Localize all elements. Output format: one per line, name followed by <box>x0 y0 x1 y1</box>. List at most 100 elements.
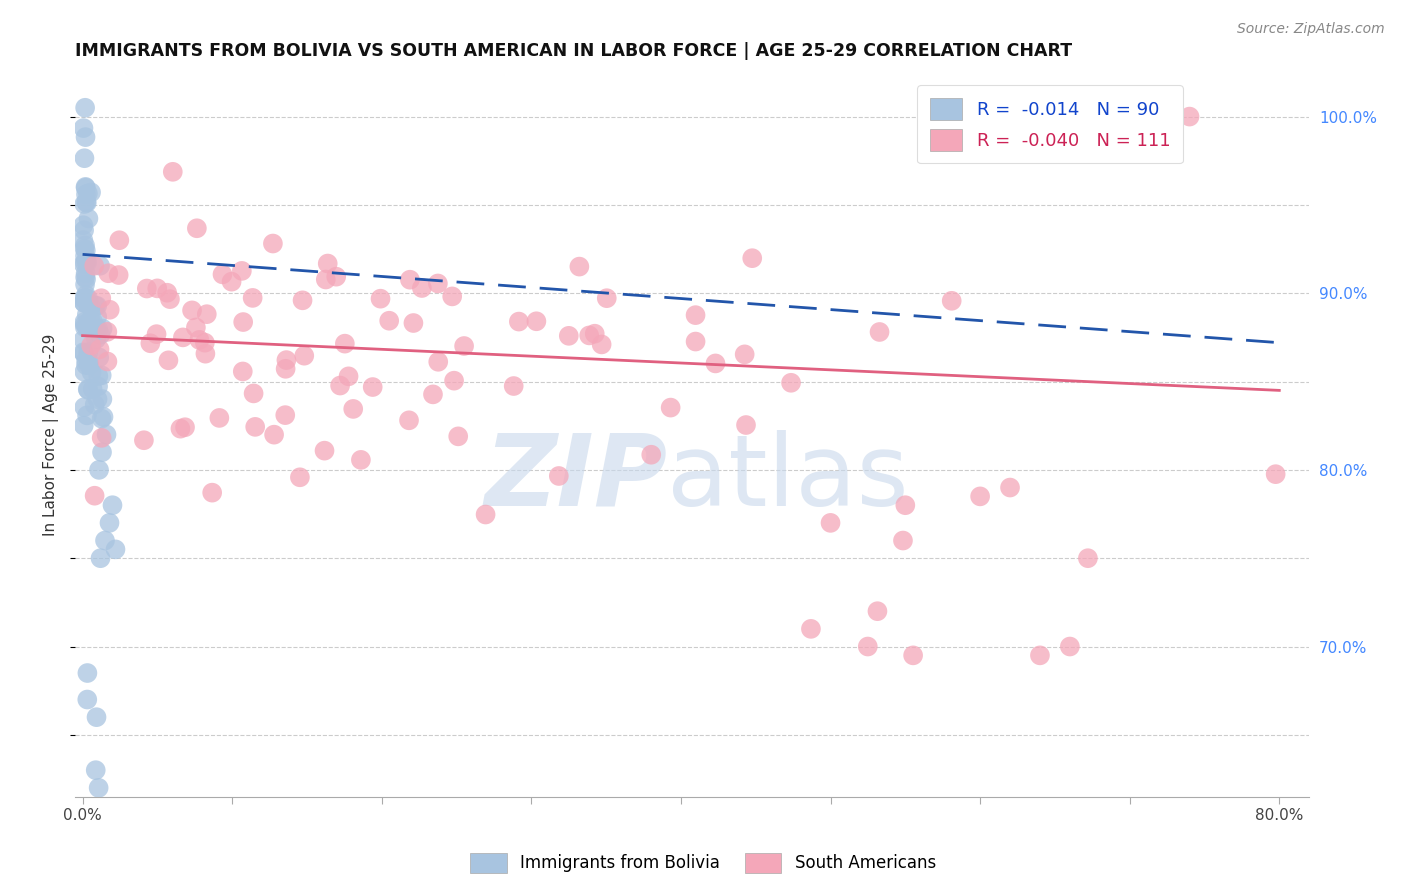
Point <box>96 427 118 442</box>
Point <box>77 345 100 359</box>
Point <box>76 254 98 268</box>
Point <box>73 295 96 310</box>
Point <box>86 299 108 313</box>
Point <box>378 314 401 328</box>
Point <box>89 259 111 273</box>
Point <box>73 318 96 332</box>
Point <box>508 315 530 329</box>
Point <box>274 408 297 422</box>
Point <box>87 322 110 336</box>
Point <box>72 121 94 136</box>
Point <box>370 292 392 306</box>
Point <box>86 322 108 336</box>
Point <box>201 485 224 500</box>
Point <box>89 327 111 342</box>
Point <box>72 257 94 271</box>
Point <box>73 296 96 310</box>
Point <box>76 320 98 334</box>
Point <box>75 272 97 286</box>
Point <box>453 339 475 353</box>
Point <box>1264 467 1286 482</box>
Point <box>891 533 914 548</box>
Point <box>96 354 118 368</box>
Point <box>77 186 100 201</box>
Point <box>901 648 924 663</box>
Point <box>174 420 197 434</box>
Point <box>162 165 184 179</box>
Point <box>73 242 96 256</box>
Point <box>87 463 110 477</box>
Point <box>76 692 98 706</box>
Point <box>274 361 297 376</box>
Point <box>314 443 336 458</box>
Point <box>79 312 101 326</box>
Point <box>211 268 233 282</box>
Point <box>820 516 842 530</box>
Point <box>186 221 208 235</box>
Point <box>194 335 217 350</box>
Point <box>194 347 217 361</box>
Point <box>685 334 707 349</box>
Point <box>447 429 470 443</box>
Point <box>1118 119 1140 133</box>
Point <box>86 710 108 724</box>
Point <box>869 325 891 339</box>
Point <box>87 780 110 795</box>
Point <box>72 233 94 247</box>
Point <box>75 244 97 258</box>
Point <box>89 351 111 365</box>
Point <box>172 330 194 344</box>
Point <box>276 353 298 368</box>
Point <box>288 470 311 484</box>
Point <box>76 666 98 681</box>
Point <box>1178 110 1201 124</box>
Point <box>350 453 373 467</box>
Point <box>856 640 879 654</box>
Point <box>132 434 155 448</box>
Point <box>73 315 96 329</box>
Point <box>583 326 606 341</box>
Point <box>75 180 97 194</box>
Point <box>188 333 211 347</box>
Point <box>80 338 103 352</box>
Point <box>316 256 339 270</box>
Point <box>91 321 114 335</box>
Point <box>315 272 337 286</box>
Point <box>526 314 548 328</box>
Point <box>73 151 96 165</box>
Point <box>76 256 98 270</box>
Point <box>94 533 117 548</box>
Point <box>104 542 127 557</box>
Point <box>75 101 97 115</box>
Point <box>84 763 107 777</box>
Point <box>329 378 352 392</box>
Point <box>292 349 315 363</box>
Point <box>262 236 284 251</box>
Point <box>1149 128 1171 142</box>
Point <box>184 320 207 334</box>
Point <box>75 270 97 285</box>
Point <box>242 386 264 401</box>
Point <box>145 327 167 342</box>
Point <box>242 291 264 305</box>
Point <box>89 343 111 357</box>
Point <box>156 285 179 300</box>
Point <box>231 264 253 278</box>
Point <box>75 180 97 194</box>
Point <box>77 297 100 311</box>
Point <box>77 211 100 226</box>
Point <box>591 337 613 351</box>
Point <box>101 498 124 512</box>
Point <box>75 238 97 252</box>
Point <box>734 347 756 361</box>
Point <box>159 292 181 306</box>
Point <box>596 291 619 305</box>
Point <box>72 345 94 359</box>
Point <box>361 380 384 394</box>
Point <box>80 186 103 200</box>
Point <box>98 302 121 317</box>
Point <box>80 366 103 380</box>
Point <box>399 273 422 287</box>
Point <box>578 328 600 343</box>
Legend: R =  -0.014   N = 90, R =  -0.040   N = 111: R = -0.014 N = 90, R = -0.040 N = 111 <box>917 85 1182 163</box>
